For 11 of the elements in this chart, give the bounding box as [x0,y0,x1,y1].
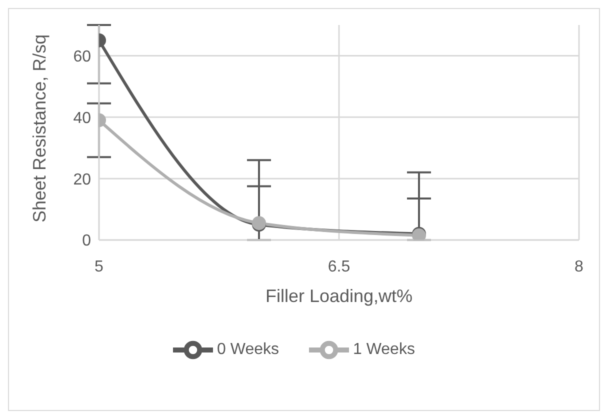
legend-label: 0 Weeks [217,341,279,358]
legend-label: 1 Weeks [353,341,415,358]
y-tick-label: 60 [73,48,92,66]
y-tick-label: 20 [73,171,92,188]
y-axis-title: Sheet Resistance, R/sq [29,34,50,222]
x-tick-label: 8 [574,258,584,276]
y-tick-label: 0 [82,232,92,250]
x-tick-label: 6.5 [328,258,350,276]
x-tick-label: 5 [94,258,104,276]
y-tick-label: 40 [73,110,92,127]
x-axis-title: Filler Loading,wt% [265,286,413,306]
